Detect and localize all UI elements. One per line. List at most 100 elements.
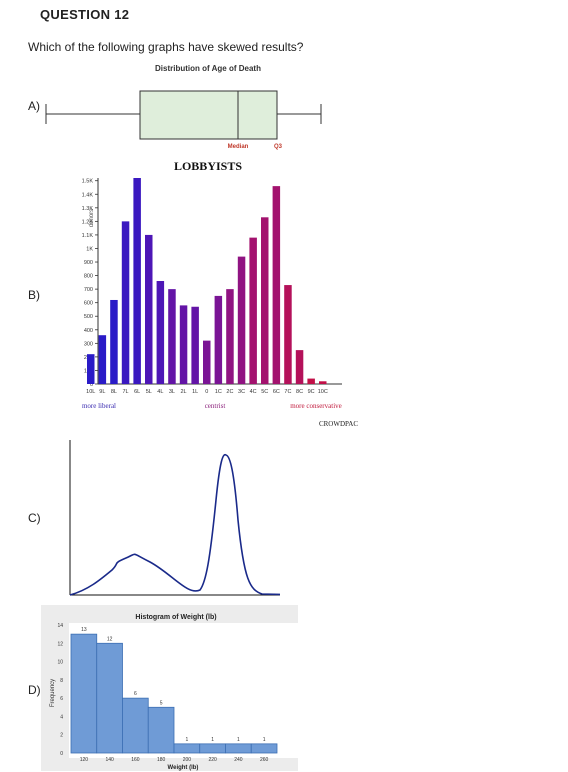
histogram-xtick-label: 220 bbox=[208, 757, 217, 763]
lobbyists-xtick-label: 5L bbox=[146, 389, 152, 395]
lobbyists-xtick-label: 2C bbox=[226, 389, 233, 395]
histogram-bar bbox=[173, 743, 201, 754]
median-label: Median bbox=[228, 144, 249, 150]
lobbyists-xtick-label: 9C bbox=[308, 389, 315, 395]
lobbyists-xtick-label: 8C bbox=[296, 389, 303, 395]
lobbyists-bar bbox=[272, 186, 281, 384]
lobbyists-bar bbox=[237, 256, 246, 384]
histogram-bar-value: 5 bbox=[160, 700, 163, 706]
option-a-label[interactable]: A) bbox=[28, 99, 40, 113]
lobbyists-xtick-label: 2L bbox=[180, 389, 186, 395]
lobbyists-chart: LOBBYISTS donors 01002003004005006007008… bbox=[82, 159, 359, 428]
lobbyists-xtick-label: 4C bbox=[250, 389, 257, 395]
lobbyists-ytick-label: 400 bbox=[84, 328, 93, 334]
lobbyists-ytick-label: 0 bbox=[90, 382, 93, 388]
lobbyists-xtick-label: 1L bbox=[192, 389, 198, 395]
lobbyists-bar bbox=[214, 295, 223, 384]
histogram-xtick-label: 240 bbox=[234, 757, 243, 763]
lobbyists-ytick-label: 1.5K bbox=[82, 179, 94, 185]
lobbyists-ytick-label: 1.2K bbox=[82, 219, 94, 225]
lobbyists-ytick-label: 300 bbox=[84, 341, 93, 347]
question-title: QUESTION 12 bbox=[40, 7, 130, 22]
lobbyists-ytick-label: 1.1K bbox=[82, 233, 94, 239]
option-d-label[interactable]: D) bbox=[28, 683, 41, 697]
lobbyists-xtick-label: 9L bbox=[99, 389, 105, 395]
histogram-ytick-label: 12 bbox=[57, 641, 63, 647]
density-curve bbox=[69, 453, 280, 596]
lobbyists-bar bbox=[110, 299, 118, 384]
lobbyists-bar bbox=[307, 378, 315, 384]
histogram-xtick-label: 160 bbox=[131, 757, 140, 763]
source-crowdpac: CROWDPAC bbox=[319, 420, 358, 428]
lobbyists-bar bbox=[226, 289, 234, 384]
histogram-bar bbox=[250, 743, 278, 754]
histogram-ytick-label: 10 bbox=[57, 660, 63, 666]
lobbyists-xtick-label: 7L bbox=[122, 389, 128, 395]
lobbyists-ytick-label: 700 bbox=[84, 287, 93, 293]
lobbyists-bar bbox=[168, 289, 176, 384]
bimodal-curve-chart bbox=[69, 440, 280, 596]
histogram-xtick-label: 260 bbox=[260, 757, 269, 763]
q3-label: Q3 bbox=[274, 144, 283, 150]
histogram-bar-value: 1 bbox=[211, 737, 214, 743]
lobbyists-xtick-label: 10L bbox=[86, 389, 95, 395]
lobbyists-ytick-label: 600 bbox=[84, 301, 93, 307]
lobbyists-ytick-label: 900 bbox=[84, 260, 93, 266]
histogram-bar-value: 1 bbox=[237, 737, 240, 743]
histogram-bar bbox=[96, 642, 123, 754]
lobbyists-bar bbox=[121, 221, 130, 384]
histogram-ytick-label: 14 bbox=[57, 623, 63, 629]
lobbyists-title: LOBBYISTS bbox=[174, 159, 242, 173]
lobbyists-bar bbox=[319, 381, 327, 384]
histogram-xtick-label: 200 bbox=[183, 757, 192, 763]
annotation-centrist: centrist bbox=[205, 402, 226, 410]
lobbyists-xtick-label: 0 bbox=[205, 389, 208, 395]
lobbyists-bar bbox=[284, 285, 292, 384]
lobbyists-xtick-label: 6L bbox=[134, 389, 140, 395]
histogram-bar bbox=[225, 743, 252, 754]
lobbyists-ytick-label: 800 bbox=[84, 274, 93, 280]
lobbyists-bar bbox=[98, 335, 107, 384]
lobbyists-xtick-label: 4L bbox=[157, 389, 163, 395]
annotation-more-liberal: more liberal bbox=[82, 402, 116, 410]
weight-histogram-chart: Histogram of Weight (lb) Frequency Weigh… bbox=[41, 605, 298, 771]
lobbyists-ytick-label: 500 bbox=[84, 314, 93, 320]
lobbyists-bar bbox=[179, 305, 188, 384]
option-b-label[interactable]: B) bbox=[28, 288, 40, 302]
lobbyists-xtick-label: 3L bbox=[169, 389, 175, 395]
option-c-label[interactable]: C) bbox=[28, 511, 41, 525]
lobbyists-xtick-label: 1C bbox=[215, 389, 222, 395]
histogram-ytick-label: 4 bbox=[60, 714, 63, 720]
lobbyists-bar bbox=[145, 234, 153, 384]
boxplot-chart-a: Distribution of Age of Death Median Q3 bbox=[45, 64, 322, 150]
histogram-bar-value: 13 bbox=[81, 627, 87, 633]
histogram-bar bbox=[70, 633, 98, 754]
histogram-ytick-label: 2 bbox=[60, 733, 63, 739]
lobbyists-xtick-label: 8L bbox=[111, 389, 117, 395]
histogram-bar bbox=[199, 743, 226, 754]
histogram-bar bbox=[122, 697, 149, 754]
lobbyists-xtick-label: 6C bbox=[273, 389, 280, 395]
histogram-bar bbox=[147, 706, 175, 754]
histogram-xlabel: Weight (lb) bbox=[168, 765, 199, 771]
lobbyists-bar bbox=[191, 306, 199, 384]
histogram-bar-value: 1 bbox=[263, 737, 266, 743]
histogram-title: Histogram of Weight (lb) bbox=[135, 614, 216, 621]
annotation-more-conservative: more conservative bbox=[290, 402, 342, 410]
histogram-bar-value: 6 bbox=[134, 691, 137, 697]
boxplot-title: Distribution of Age of Death bbox=[155, 64, 261, 73]
histogram-xtick-label: 120 bbox=[80, 757, 89, 763]
lobbyists-bar bbox=[156, 281, 165, 384]
question-text: Which of the following graphs have skewe… bbox=[28, 40, 304, 54]
histogram-bar-value: 12 bbox=[107, 636, 113, 642]
box-iqr bbox=[139, 90, 278, 140]
histogram-bar-value: 1 bbox=[185, 737, 188, 743]
lobbyists-bar bbox=[261, 217, 269, 384]
lobbyists-bar bbox=[87, 354, 95, 384]
lobbyists-ytick-label: 1.4K bbox=[82, 192, 94, 198]
lobbyists-ylabel: donors bbox=[89, 209, 95, 227]
lobbyists-ytick-label: 1.3K bbox=[82, 206, 94, 212]
histogram-ytick-label: 6 bbox=[60, 696, 63, 702]
lobbyists-xtick-label: 10C bbox=[318, 389, 328, 395]
lobbyists-bar bbox=[295, 350, 304, 384]
